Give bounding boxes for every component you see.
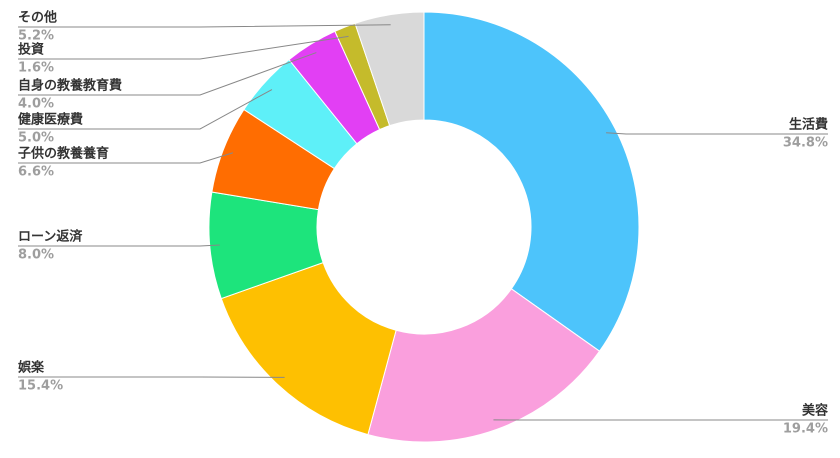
slice-value-label: 15.4%: [18, 379, 63, 394]
donut-slice: [423, 11, 640, 352]
donut-slice: [367, 288, 601, 443]
leader-line: [18, 89, 273, 130]
slice-value-label: 1.6%: [18, 61, 54, 76]
leader-line: [606, 132, 828, 135]
slice-label: ローン返済: [18, 229, 83, 245]
slice-label: 投資: [18, 42, 44, 58]
donut-slice: [354, 11, 425, 127]
slice-label: 自身の教養教育費: [18, 78, 122, 94]
leader-line: [18, 244, 220, 247]
leader-line: [18, 24, 391, 28]
slice-value-label: 34.8%: [783, 136, 828, 151]
leader-line: [18, 52, 317, 96]
leader-line: [18, 152, 234, 164]
slice-value-label: 5.0%: [18, 131, 54, 146]
leader-line: [18, 35, 349, 60]
slice-label: その他: [18, 10, 57, 26]
slice-label: 美容: [802, 403, 828, 419]
slice-label: 生活費: [789, 117, 828, 133]
slice-label: 娯楽: [18, 360, 45, 376]
slice-label: 子供の教養養育: [18, 146, 109, 162]
slice-value-label: 19.4%: [783, 422, 828, 437]
slice-value-label: 5.2%: [18, 29, 54, 44]
slice-value-label: 8.0%: [18, 248, 54, 263]
slice-value-label: 4.0%: [18, 97, 54, 112]
slice-label: 健康医療費: [18, 112, 83, 128]
donut-slice: [220, 261, 397, 436]
slice-value-label: 6.6%: [18, 165, 54, 180]
